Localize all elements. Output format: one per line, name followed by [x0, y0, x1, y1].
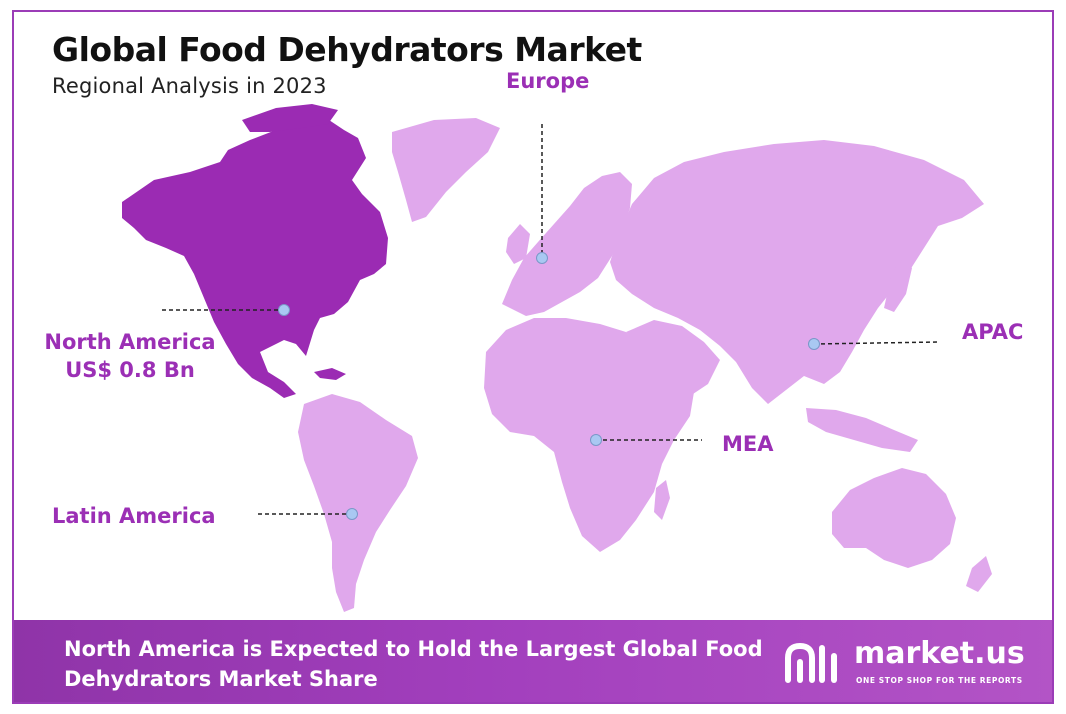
brand-block: market.us ONE STOP SHOP FOR THE REPORTS [784, 634, 1044, 694]
latin-america-label: Latin America [52, 504, 216, 528]
southeast-asia-islands-shape [806, 408, 918, 452]
apac-marker [808, 338, 820, 350]
europe-label: Europe [506, 69, 590, 93]
uk-shape [506, 224, 530, 264]
australia-shape [832, 468, 956, 568]
brand-tagline: ONE STOP SHOP FOR THE REPORTS [856, 676, 1023, 685]
apac-label: APAC [962, 320, 1024, 344]
north-america-label: North America US$ 0.8 Bn [30, 328, 230, 384]
arctic-islands-shape [242, 104, 338, 132]
latin-america-marker [346, 508, 358, 520]
new-zealand-shape [966, 556, 992, 592]
north-america-shape [122, 118, 388, 398]
mea-label: MEA [722, 432, 774, 456]
north-america-name: North America [44, 330, 216, 354]
europe-shape [502, 172, 632, 316]
japan-shape [884, 258, 912, 312]
greenland-shape [392, 118, 500, 222]
asia-shape [610, 140, 984, 404]
europe-marker [536, 252, 548, 264]
footer-banner: North America is Expected to Hold the La… [14, 620, 1052, 702]
africa-shape [484, 318, 694, 552]
south-america-shape [298, 394, 418, 612]
brand-name: market.us [854, 636, 1025, 671]
page-subtitle: Regional Analysis in 2023 [52, 74, 327, 98]
madagascar-shape [654, 480, 670, 520]
caribbean-shape [314, 368, 346, 380]
north-america-value: US$ 0.8 Bn [65, 358, 195, 382]
infographic-frame: Global Food Dehydrators Market Regional … [12, 10, 1054, 704]
mea-marker [590, 434, 602, 446]
middle-east-shape [626, 320, 720, 396]
north-america-marker [278, 304, 290, 316]
market-us-logo-icon [785, 642, 837, 683]
world-map [122, 104, 992, 612]
footer-text: North America is Expected to Hold the La… [64, 637, 763, 691]
page-title: Global Food Dehydrators Market [52, 30, 642, 69]
